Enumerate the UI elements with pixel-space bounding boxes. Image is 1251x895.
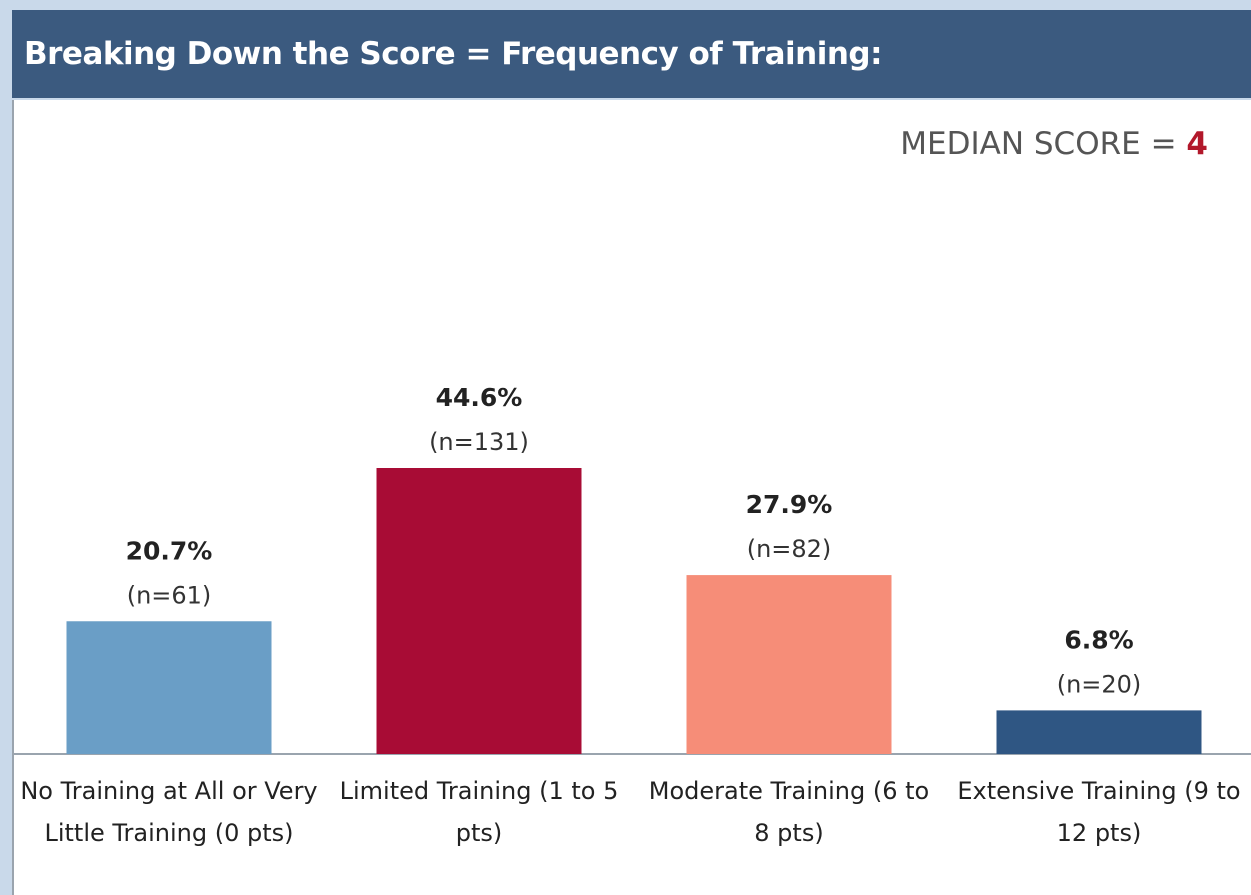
value-label: 27.9% [746, 490, 833, 519]
x-tick-label: Moderate Training (6 to 8 pts) [648, 777, 930, 847]
bar [376, 468, 582, 754]
count-label: (n=82) [747, 535, 832, 563]
x-tick-label: No Training at All or Very Little Traini… [20, 777, 318, 847]
chart-title: Breaking Down the Score = Frequency of T… [24, 36, 883, 72]
bar [996, 710, 1202, 754]
bar [66, 621, 272, 754]
chart-body: MEDIAN SCORE = 4 20.7% (n=61) 44.6% (n=131)… [12, 100, 1251, 895]
count-label: (n=20) [1057, 670, 1142, 698]
median-annotation: MEDIAN SCORE = 4 [900, 126, 1208, 162]
median-label: MEDIAN SCORE = [900, 126, 1177, 162]
x-tick-label: Limited Training (1 to 5 pts) [339, 777, 619, 847]
count-label: (n=61) [127, 581, 212, 609]
count-label: (n=131) [429, 428, 529, 456]
value-label: 44.6% [436, 383, 523, 412]
value-label: 6.8% [1064, 625, 1133, 654]
median-value: 4 [1186, 126, 1208, 162]
chart: 20.7% (n=61) 44.6% (n=131) 27.9% (n=82) 6.8% (n… [14, 383, 1251, 755]
value-label: 20.7% [126, 536, 213, 565]
bar [686, 575, 892, 754]
header: Breaking Down the Score = Frequency of T… [12, 10, 1251, 98]
x-tick-label: Extensive Training (9 to 12 pts) [957, 777, 1241, 847]
